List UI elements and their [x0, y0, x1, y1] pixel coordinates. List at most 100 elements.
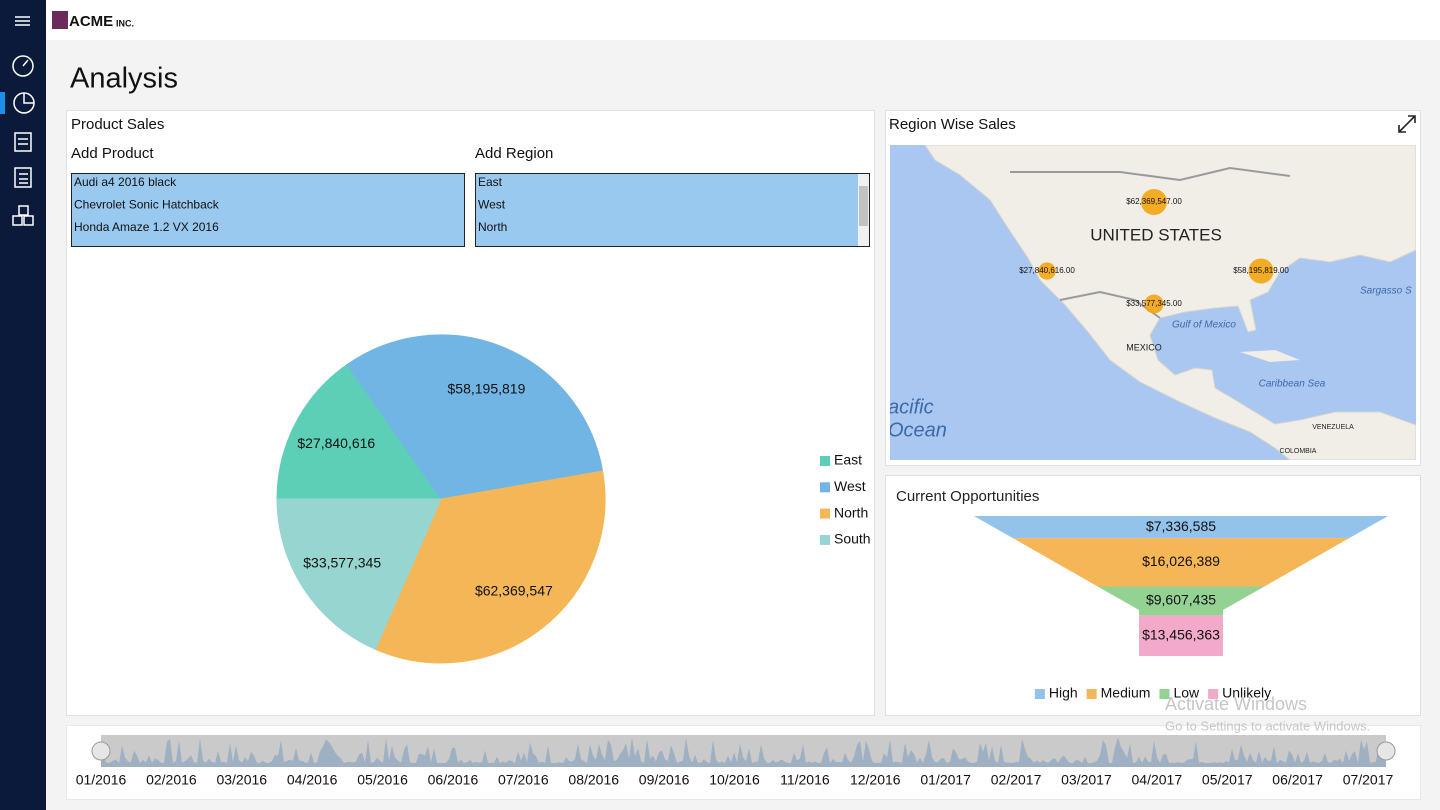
timeline-label: 08/2016	[568, 772, 619, 788]
pie-slice	[276, 363, 442, 500]
bubble-label: $58,195,819.00	[1233, 266, 1289, 275]
region-listbox[interactable]	[475, 173, 870, 247]
list-item: Chevrolet Sonic Hatchback	[74, 198, 220, 212]
map-label: acific	[888, 396, 934, 418]
map-label: Gulf of Mexico	[1172, 320, 1236, 331]
data-label: $13,456,363	[1142, 626, 1220, 642]
timeline-label: 06/2016	[428, 772, 479, 788]
list-item: North	[478, 220, 507, 234]
reports-icon[interactable]	[14, 132, 32, 152]
timeline-label: 02/2016	[146, 772, 197, 788]
list-item: East	[478, 175, 503, 189]
timeline-label: 01/2016	[76, 772, 127, 788]
range-handle[interactable]	[91, 741, 111, 761]
map-bubble	[1038, 262, 1056, 280]
field-label: Add Product	[71, 145, 154, 162]
logo: ACME INC.	[52, 11, 134, 30]
data-label: $9,607,435	[1146, 592, 1216, 608]
data-label: $7,336,585	[1146, 518, 1216, 534]
range-navigator-series	[101, 737, 1386, 767]
map: UNITED STATES MEXICO Gulf of Mexico Caribbe…	[888, 145, 1416, 460]
land	[924, 145, 1416, 460]
timeline-label: 11/2016	[780, 772, 830, 788]
legend-swatch	[1086, 689, 1097, 699]
expand-button[interactable]	[1398, 115, 1416, 133]
island	[1240, 350, 1300, 362]
legend-swatch	[820, 456, 830, 466]
list-item: Audi a4 2016 black	[74, 175, 177, 189]
products-icon[interactable]	[12, 205, 34, 226]
funnel-segment	[1097, 586, 1265, 616]
timeline-label: 03/2017	[1061, 772, 1112, 788]
legend-swatch	[820, 482, 830, 493]
panel-title: Current Opportunities	[896, 488, 1039, 505]
legend-label: High	[1049, 685, 1078, 701]
map-label: COLOMBIA	[1280, 448, 1317, 455]
logo-text: ACME	[69, 13, 113, 30]
map-label: MEXICO	[1126, 342, 1162, 352]
field-label: Add Region	[475, 145, 553, 162]
list-item: West	[478, 198, 506, 212]
timeline-label: 03/2016	[216, 772, 267, 788]
timeline-label: 04/2016	[287, 772, 338, 788]
timeline-label: 07/2016	[498, 772, 549, 788]
data-label: $33,577,345	[303, 554, 381, 570]
timeline-label: 06/2017	[1272, 772, 1323, 788]
product-listbox[interactable]	[71, 173, 465, 247]
legend-label: Medium	[1101, 685, 1151, 701]
funnel-segment	[1139, 615, 1223, 656]
legend-label: South	[834, 531, 871, 547]
map-label: UNITED STATES	[1090, 225, 1222, 244]
bubble-label: $33,577,345.00	[1126, 299, 1182, 308]
legend-swatch	[1208, 689, 1219, 699]
panel-title: Product Sales	[71, 116, 164, 133]
scrollbar-thumb[interactable]	[859, 186, 868, 226]
legend-label: Unlikely	[1222, 685, 1271, 701]
timeline-label: 09/2016	[639, 772, 690, 788]
menu-button[interactable]	[15, 16, 30, 26]
funnel-segment	[1012, 538, 1350, 587]
analysis-icon[interactable]	[13, 92, 35, 114]
watermark-subtitle: Go to Settings to activate Windows.	[1165, 718, 1370, 733]
legend-label: East	[834, 452, 862, 468]
legend-swatch	[1159, 689, 1170, 699]
timeline-label: 12/2016	[850, 772, 901, 788]
legend-swatch	[1034, 689, 1045, 699]
timeline-label: 02/2017	[991, 772, 1042, 788]
legend-label: Low	[1173, 685, 1200, 701]
bubble-label: $62,369,547.00	[1126, 197, 1182, 206]
data-label: $16,026,389	[1142, 553, 1220, 569]
page-title: Analysis	[70, 63, 178, 95]
legend-label: North	[834, 504, 868, 520]
list-item: Honda Amaze 1.2 VX 2016	[74, 220, 219, 234]
dashboard-icon[interactable]	[12, 55, 34, 77]
bubble-label: $27,840,616.00	[1019, 266, 1075, 275]
timeline-label: 10/2016	[709, 772, 760, 788]
pie-slice	[346, 334, 604, 500]
legend-swatch	[820, 508, 830, 519]
tasks-icon[interactable]	[14, 167, 32, 188]
data-label: $27,840,616	[297, 435, 375, 451]
funnel-segment	[974, 516, 1388, 539]
map-label: Ocean	[888, 419, 947, 441]
sidebar-icons	[0, 16, 35, 226]
map-bubble	[1248, 258, 1274, 284]
active-indicator	[0, 92, 5, 114]
watermark-title: Activate Windows	[1165, 694, 1307, 714]
legend-swatch	[820, 534, 830, 545]
map-label: Sargasso S	[1360, 286, 1412, 297]
timeline-label: 01/2017	[920, 772, 971, 788]
sidebar	[0, 0, 46, 810]
map-label: VENEZUELA	[1312, 424, 1354, 431]
panel-title: Region Wise Sales	[889, 116, 1016, 133]
logo-suffix: INC.	[116, 18, 134, 28]
data-label: $58,195,819	[448, 381, 526, 397]
range-handle[interactable]	[1376, 741, 1396, 761]
pie-slice	[276, 498, 442, 650]
map-label: Caribbean Sea	[1259, 379, 1326, 390]
timeline-label: 05/2016	[357, 772, 408, 788]
timeline-label: 05/2017	[1202, 772, 1253, 788]
timeline-label: 07/2017	[1343, 772, 1394, 788]
